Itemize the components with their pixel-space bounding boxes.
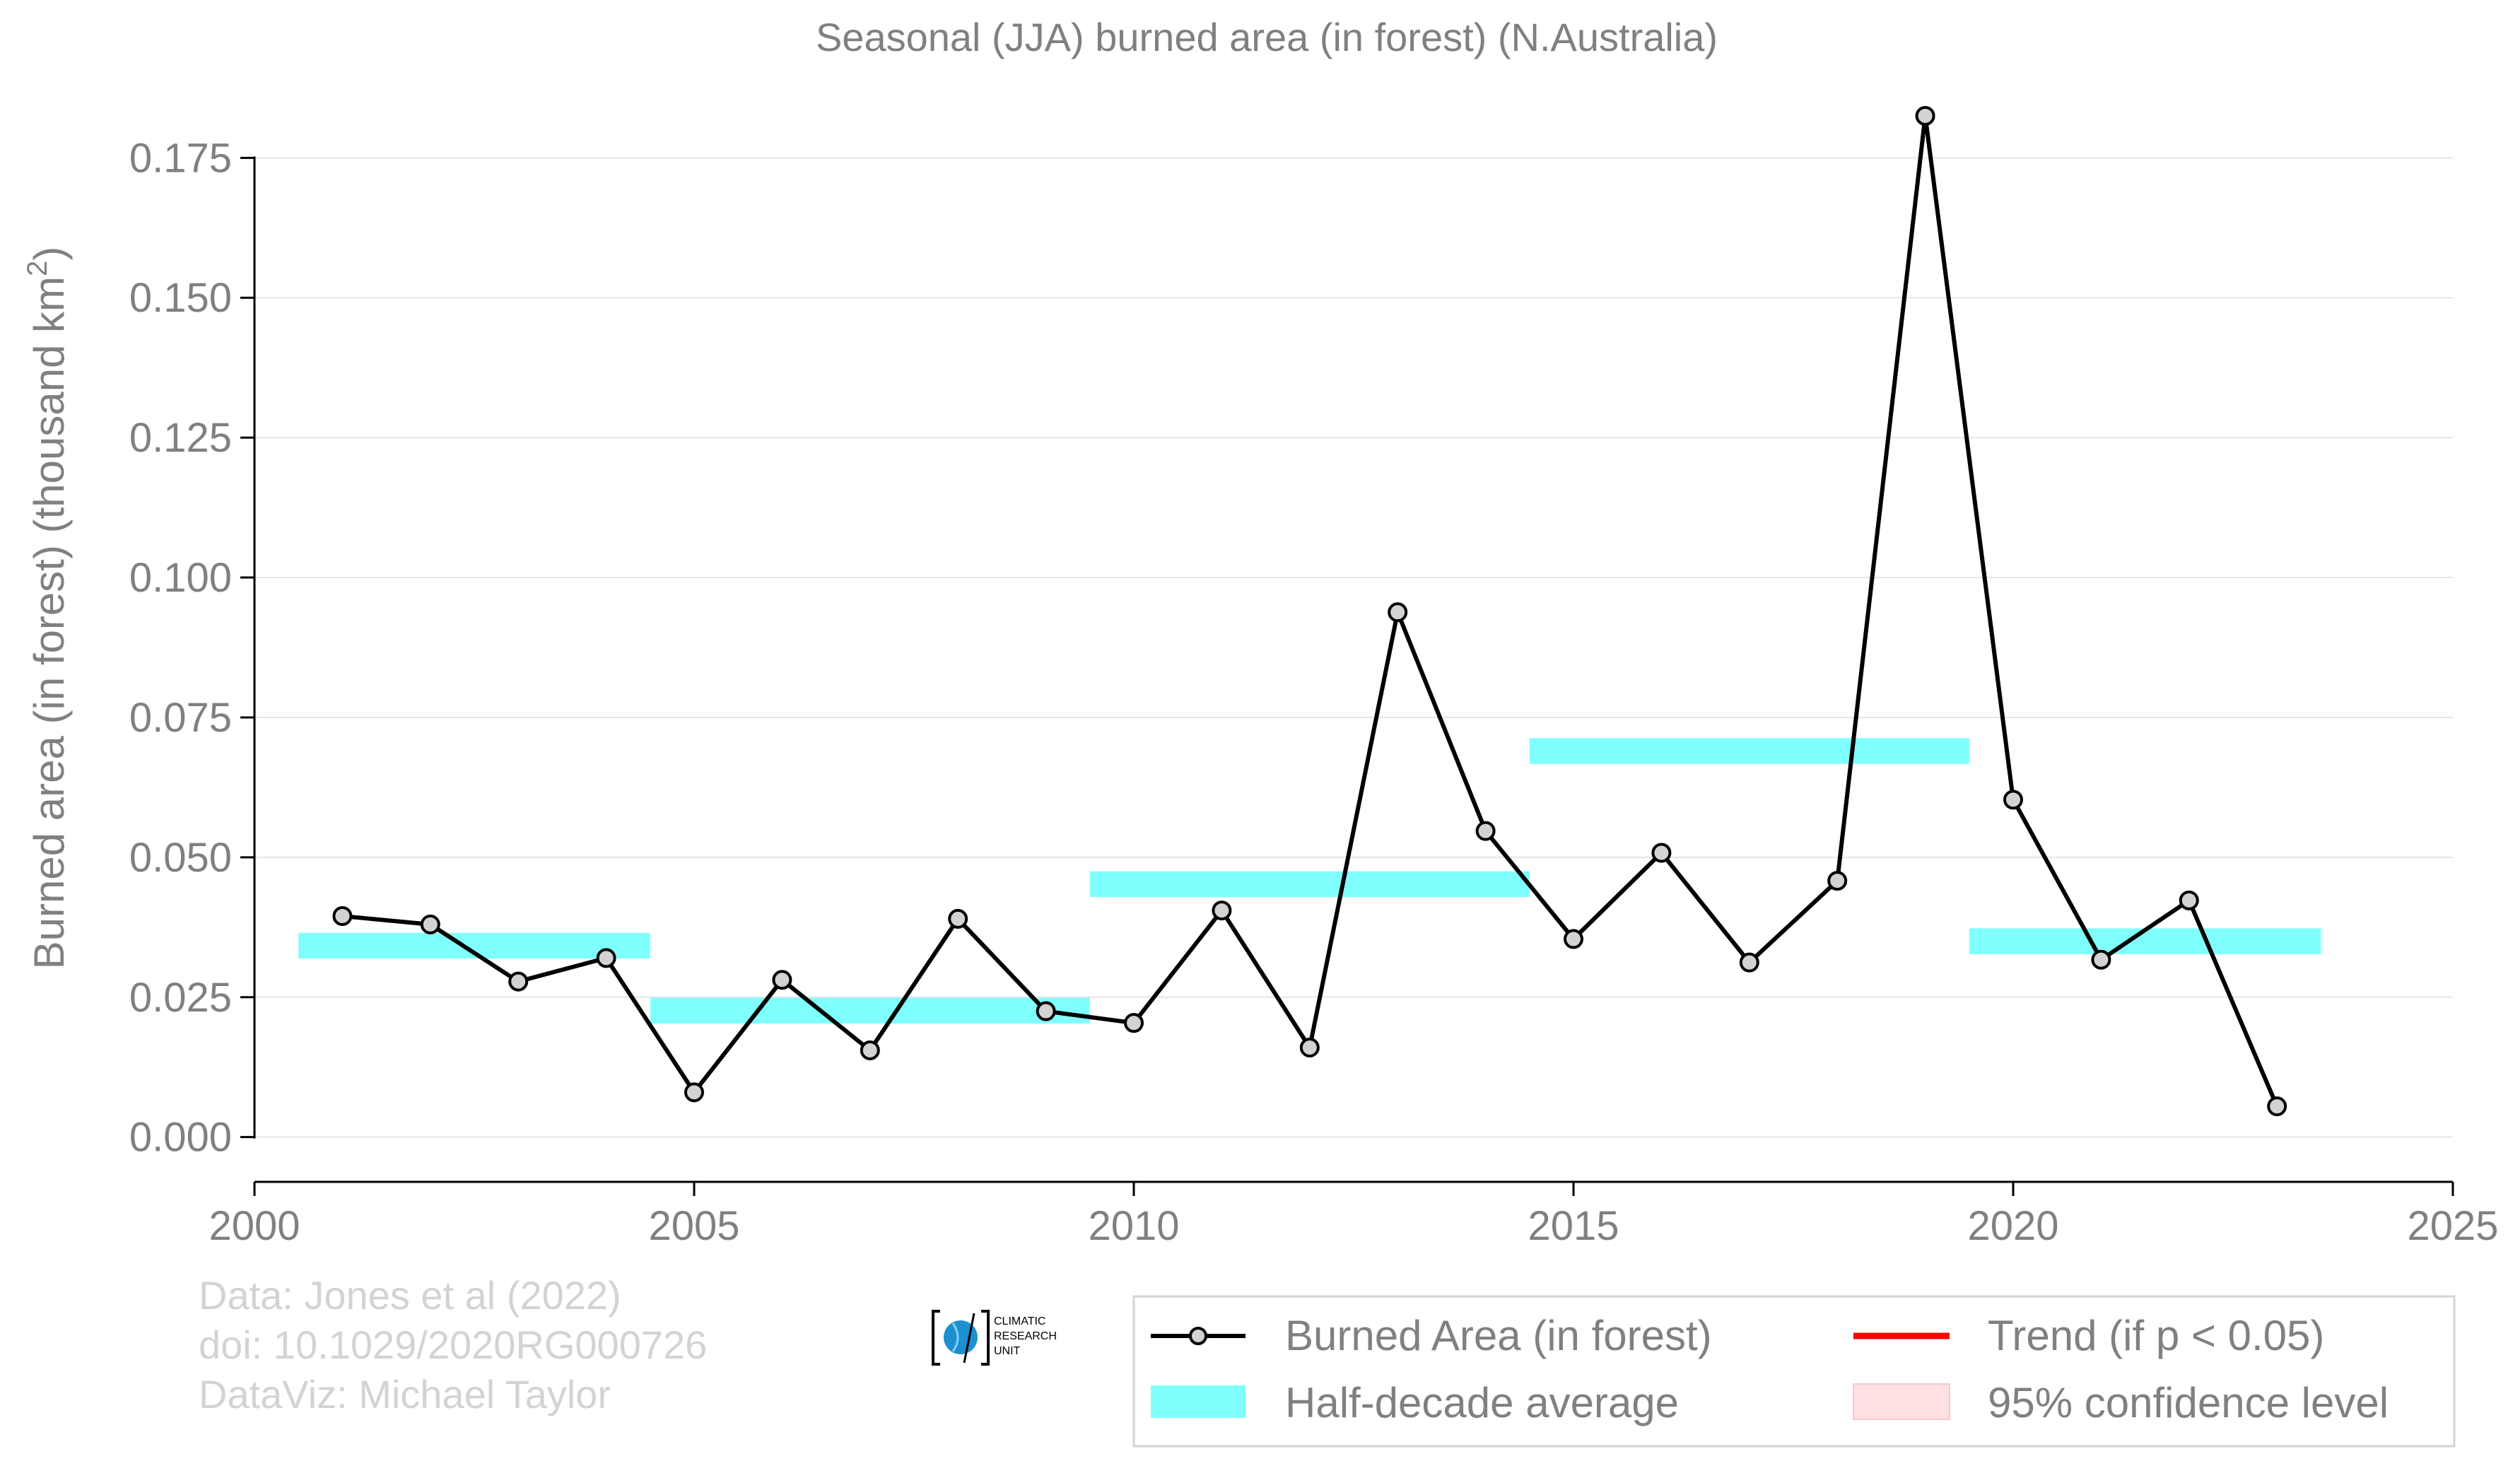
burned-area-series	[332, 105, 2287, 1117]
half-decade-bar	[1089, 871, 1530, 898]
data-point	[2267, 1096, 2287, 1117]
y-axis-label-main: Burned area (in forest) (thousand km	[25, 276, 73, 969]
data-point	[596, 948, 616, 968]
y-tick-label: 0.100	[129, 555, 232, 601]
data-point	[2179, 890, 2199, 910]
credit-dataviz: DataViz: Michael Taylor	[199, 1372, 611, 1417]
data-point	[420, 914, 440, 934]
y-tick-label: 0.025	[129, 975, 232, 1021]
y-tick-label: 0.125	[129, 415, 232, 461]
x-tick-label: 2025	[2407, 1203, 2498, 1249]
data-point	[1299, 1038, 1320, 1058]
data-point	[1651, 843, 1672, 863]
y-tick-label: 0.175	[129, 135, 232, 181]
y-axis: 0.000 0.025 0.050 0.075 0.100 0.125 0.150 0.175	[129, 135, 256, 1161]
legend-label-confidence: 95% confidence level	[1988, 1379, 2389, 1426]
globe-meridian	[951, 1323, 959, 1352]
y-tick-label: 0.075	[129, 695, 232, 741]
data-point	[1915, 105, 1935, 126]
data-point	[2003, 790, 2023, 810]
data-point	[508, 971, 529, 992]
data-point	[1124, 1013, 1144, 1033]
legend-label-burned: Burned Area (in forest)	[1285, 1312, 1712, 1359]
half-decade-bar	[1529, 738, 1969, 764]
y-tick-label: 0.150	[129, 275, 232, 321]
y-axis-label: Burned area (in forest) (thousand km2)	[22, 247, 73, 970]
cru-logo: CLIMATIC RESEARCH UNIT	[932, 1310, 1057, 1366]
half-decade-average-bars	[298, 738, 2321, 1024]
y-tick-label: 0.000	[129, 1115, 232, 1161]
logo-bracket-right	[981, 1310, 990, 1366]
x-tick-label: 2010	[1088, 1203, 1179, 1249]
globe-icon	[944, 1320, 978, 1354]
data-point	[1036, 1001, 1056, 1021]
data-point	[2091, 949, 2111, 970]
chart-title: Seasonal (JJA) burned area (in forest) (…	[816, 15, 1718, 59]
data-point	[1475, 821, 1496, 841]
legend: Burned Area (in forest) Trend (if p < 0.…	[1132, 1295, 2456, 1448]
credits: Data: Jones et al (2022) doi: 10.1029/20…	[199, 1273, 707, 1417]
credit-doi: doi: 10.1029/2020RG000726	[199, 1323, 707, 1367]
data-point	[1564, 929, 1583, 949]
legend-label-trend: Trend (if p < 0.05)	[1988, 1312, 2324, 1359]
legend-swatch-burned-marker	[1189, 1327, 1207, 1345]
logo-text-2: RESEARCH	[994, 1330, 1057, 1342]
data-point	[860, 1040, 880, 1060]
x-tick-label: 2000	[209, 1203, 300, 1249]
legend-swatch-confidence	[1853, 1383, 1950, 1420]
half-decade-bar	[1969, 928, 2321, 954]
logo-text-1: CLIMATIC	[994, 1315, 1045, 1327]
y-axis-label-sup: 2	[22, 261, 53, 276]
y-axis-label-close: )	[25, 247, 73, 261]
logo-text-3: UNIT	[994, 1345, 1021, 1357]
x-axis: 2000 2005 2010 2015 2020 2025	[209, 1180, 2499, 1249]
half-decade-bar	[650, 997, 1090, 1024]
logo-bracket-left	[932, 1310, 940, 1366]
data-point	[772, 970, 792, 990]
x-tick-label: 2015	[1528, 1203, 1619, 1249]
data-point	[948, 908, 968, 929]
legend-label-half-decade: Half-decade average	[1285, 1379, 1679, 1426]
logo-slash	[963, 1313, 975, 1364]
data-point	[684, 1082, 704, 1103]
data-point	[332, 905, 353, 926]
y-tick-label: 0.050	[129, 835, 232, 881]
gridlines	[254, 157, 2453, 1138]
data-point	[1827, 871, 1848, 891]
x-tick-label: 2020	[1967, 1203, 2058, 1249]
data-point	[1739, 952, 1759, 973]
data-point	[1212, 901, 1232, 921]
legend-frame	[1132, 1295, 2456, 1448]
data-point	[1388, 602, 1408, 623]
x-tick-label: 2005	[648, 1203, 739, 1249]
credit-data: Data: Jones et al (2022)	[199, 1273, 621, 1318]
legend-swatch-half-decade	[1151, 1385, 1246, 1418]
